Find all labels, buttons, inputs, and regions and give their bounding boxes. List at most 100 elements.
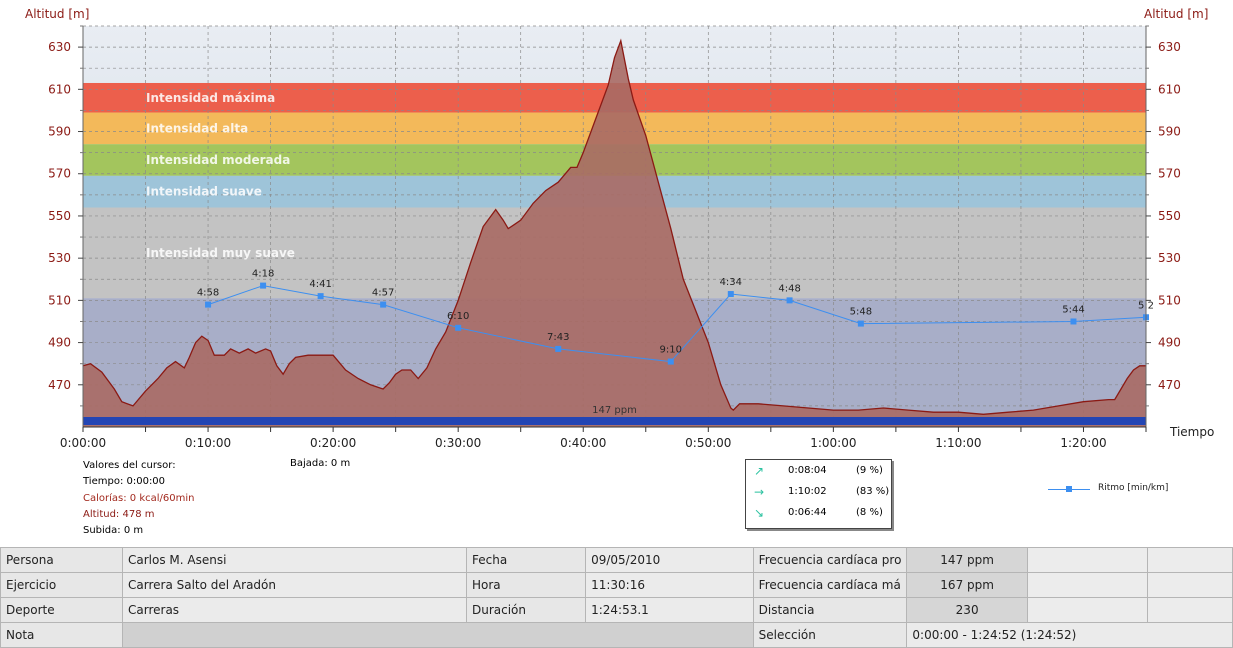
- pace-point: [455, 324, 462, 331]
- x-tick-label: 0:00:00: [60, 436, 106, 450]
- duracion-value: 1:24:53.1: [585, 597, 754, 623]
- seleccion-value: 0:00:00 - 1:24:52 (1:24:52): [906, 622, 1233, 648]
- hora-label: Hora: [465, 572, 587, 598]
- empty-cell: [1146, 597, 1233, 623]
- heart-rate-bar: [83, 417, 1146, 425]
- x-tick-label: 0:10:00: [185, 436, 231, 450]
- pace-data-label: 5:48: [850, 307, 872, 318]
- empty-cell: [1026, 547, 1148, 573]
- x-tick-label: 1:00:00: [810, 436, 856, 450]
- x-tick-label: 1:20:00: [1060, 436, 1106, 450]
- pace-point: [260, 282, 267, 289]
- legend-label: Ritmo [min/km]: [1098, 483, 1169, 493]
- pace-data-label: 4:48: [778, 283, 800, 294]
- heart-rate-label: 147 ppm: [592, 405, 637, 416]
- pace-data-label: 9:10: [660, 345, 682, 356]
- cursor-values-title: Valores del cursor:: [83, 460, 176, 471]
- zone-down-time: 0:06:44: [788, 507, 827, 518]
- distancia-value: 230: [906, 597, 1028, 623]
- pace-point: [380, 301, 387, 308]
- table-row: Persona Carlos M. Asensi Fecha 09/05/201…: [0, 547, 1233, 573]
- persona-label: Persona: [0, 547, 123, 573]
- y-tick-label-left: 570: [48, 167, 71, 181]
- zone-flat-percent: (83 %): [856, 486, 890, 497]
- pace-point: [555, 345, 562, 352]
- y-tick-label-left: 530: [48, 251, 71, 265]
- y-tick-label-right: 490: [1158, 336, 1181, 350]
- x-axis-title: Tiempo: [1169, 425, 1214, 439]
- arrow-up-right-icon: ↗: [754, 464, 765, 478]
- zone-label: Intensidad suave: [146, 185, 262, 199]
- zone-summary-row-down: ↘ 0:06:44 (8 %): [746, 506, 891, 525]
- y-tick-label-right: 470: [1158, 378, 1181, 392]
- deporte-label: Deporte: [0, 597, 123, 623]
- fecha-label: Fecha: [465, 547, 587, 573]
- cursor-ascent: Subida: 0 m: [83, 525, 144, 537]
- pace-data-label: 4:34: [720, 277, 742, 288]
- cursor-altitude: Altitud: 478 m: [83, 508, 155, 520]
- cursor-calories: Calorías: 0 kcal/60min: [83, 492, 195, 504]
- zone-label: Intensidad máxima: [146, 91, 275, 105]
- pace-data-label: 4:58: [197, 288, 219, 299]
- nota-value[interactable]: [122, 622, 754, 648]
- y-tick-label-right: 610: [1158, 82, 1181, 96]
- y-tick-label-left: 610: [48, 82, 71, 96]
- pace-point: [317, 293, 324, 300]
- zone-down-percent: (8 %): [856, 507, 883, 518]
- table-row: Deporte Carreras Duración 1:24:53.1 Dist…: [0, 597, 1233, 623]
- y-tick-label-right: 570: [1158, 167, 1181, 181]
- x-tick-label: 0:50:00: [685, 436, 731, 450]
- x-tick-label: 0:20:00: [310, 436, 356, 450]
- fecha-value: 09/05/2010: [585, 547, 754, 573]
- pace-data-label: 4:18: [252, 269, 274, 280]
- zone-label: Intensidad muy suave: [146, 246, 295, 260]
- zone-up-time: 0:08:04: [788, 465, 827, 476]
- x-tick-label: 0:40:00: [560, 436, 606, 450]
- nota-label: Nota: [0, 622, 123, 648]
- arrow-right-icon: →: [754, 485, 765, 499]
- pace-point: [786, 297, 793, 304]
- y-tick-label-right: 590: [1158, 125, 1181, 139]
- y-tick-label-left: 630: [48, 40, 71, 54]
- cursor-time: Tiempo: 0:00:00: [83, 476, 166, 488]
- zone-label: Intensidad moderada: [146, 153, 290, 167]
- altitude-chart[interactable]: Intensidad máxima Intensidad alta Intensid…: [0, 0, 1233, 460]
- legend-marker-swatch: [1066, 486, 1072, 492]
- fc-max-label: Frecuencia cardíaca má: [752, 572, 908, 598]
- y-tick-label-right: 510: [1158, 293, 1181, 307]
- table-row: Nota Selección 0:00:00 - 1:24:52 (1:24:5…: [0, 622, 1233, 648]
- zone-flat-time: 1:10:02: [788, 486, 827, 497]
- y-axis-title-right: Altitud [m]: [1144, 7, 1208, 21]
- hora-value: 11:30:16: [585, 572, 754, 598]
- arrow-down-right-icon: ↘: [754, 506, 765, 520]
- ejercicio-value: Carrera Salto del Aradón: [122, 572, 467, 598]
- y-tick-label-left: 550: [48, 209, 71, 223]
- empty-cell: [1026, 597, 1148, 623]
- x-tick-label: 1:10:00: [935, 436, 981, 450]
- empty-cell: [1026, 572, 1148, 598]
- cursor-descent: Bajada: 0 m: [290, 458, 351, 469]
- y-tick-label-right: 550: [1158, 209, 1181, 223]
- y-axis-title-left: Altitud [m]: [25, 7, 89, 21]
- table-row: Ejercicio Carrera Salto del Aradón Hora …: [0, 572, 1233, 598]
- altitude-area: [83, 40, 1146, 428]
- zone-summary-row-up: ↗ 0:08:04 (9 %): [746, 464, 891, 483]
- distancia-label: Distancia: [752, 597, 908, 623]
- pace-data-label: 7:43: [547, 332, 569, 343]
- pace-point: [857, 320, 864, 327]
- cursor-values-panel: Valores del cursor: Tiempo: 0:00:00 Calo…: [83, 458, 194, 539]
- pace-data-label: 4:41: [309, 279, 331, 290]
- fc-prom-label: Frecuencia cardíaca pro: [752, 547, 908, 573]
- pace-line: [207, 285, 1147, 363]
- altitude-line: [82, 38, 1146, 415]
- ejercicio-label: Ejercicio: [0, 572, 123, 598]
- y-tick-label-left: 470: [48, 378, 71, 392]
- deporte-value: Carreras: [122, 597, 467, 623]
- y-tick-label-right: 530: [1158, 251, 1181, 265]
- pace-point: [727, 291, 734, 298]
- fc-prom-value: 147 ppm: [906, 547, 1028, 573]
- empty-cell: [1146, 547, 1233, 573]
- y-tick-label-left: 490: [48, 336, 71, 350]
- pace-data-label: 6:10: [447, 311, 469, 322]
- seleccion-label: Selección: [752, 622, 908, 648]
